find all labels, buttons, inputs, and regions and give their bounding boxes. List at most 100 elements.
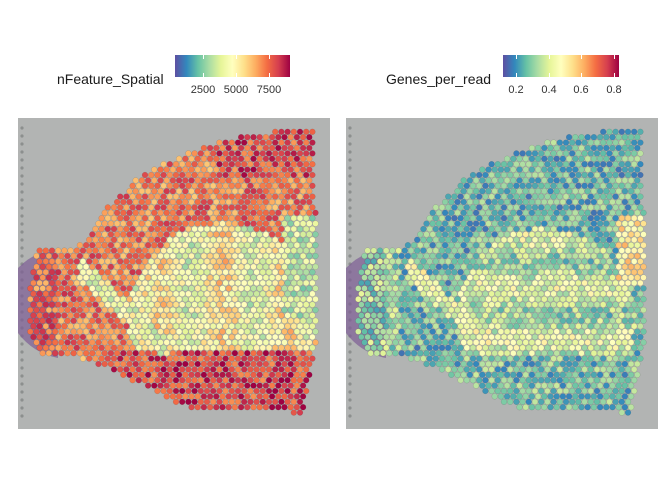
- spot: [590, 274, 597, 281]
- spot: [637, 258, 644, 265]
- spot: [70, 296, 77, 303]
- spot: [287, 252, 294, 260]
- spot: [423, 360, 430, 368]
- spot: [507, 258, 514, 265]
- spot: [250, 209, 257, 216]
- spot: [104, 323, 111, 330]
- spot: [404, 328, 411, 335]
- spot: [562, 204, 570, 211]
- spot: [500, 258, 508, 265]
- spot: [553, 263, 560, 270]
- spot: [275, 188, 282, 195]
- spot: [228, 215, 235, 222]
- spot: [358, 323, 365, 330]
- spot: [30, 290, 37, 297]
- spot: [222, 236, 229, 243]
- spot: [306, 328, 313, 335]
- spot: [628, 393, 635, 400]
- spot: [494, 344, 501, 351]
- spot: [358, 301, 365, 308]
- spot: [213, 231, 220, 238]
- spot: [303, 269, 310, 276]
- spot: [621, 382, 628, 389]
- spot: [460, 317, 467, 324]
- spot: [438, 236, 446, 243]
- spot: [110, 215, 118, 222]
- spot: [634, 371, 641, 378]
- spot: [169, 263, 176, 270]
- spot: [281, 339, 288, 346]
- spot: [612, 236, 619, 243]
- spot: [306, 371, 313, 378]
- spot: [45, 263, 52, 270]
- spot: [278, 215, 285, 222]
- spot: [265, 258, 273, 265]
- spot: [634, 360, 641, 368]
- spot: [253, 215, 260, 222]
- spot: [479, 382, 486, 389]
- spot: [528, 360, 535, 368]
- spot: [612, 323, 619, 330]
- spot: [547, 404, 554, 411]
- spot: [216, 301, 223, 308]
- spot: [306, 209, 313, 216]
- spot: [247, 258, 254, 265]
- spot: [426, 355, 433, 362]
- spot: [445, 301, 452, 308]
- spot: [89, 252, 96, 260]
- spot: [578, 274, 585, 281]
- spot: [631, 150, 638, 157]
- colorbar-tick: [581, 73, 582, 77]
- spot: [284, 290, 291, 297]
- spot: [166, 182, 173, 189]
- spot: [575, 161, 582, 168]
- spot: [275, 242, 282, 249]
- spot: [593, 387, 601, 395]
- spot: [64, 285, 71, 292]
- spot: [457, 247, 464, 254]
- spot: [528, 328, 535, 335]
- spot: [597, 339, 604, 346]
- spot: [213, 242, 220, 249]
- spot: [241, 366, 248, 373]
- spot: [575, 204, 582, 211]
- spot: [398, 274, 405, 281]
- spot: [581, 290, 588, 297]
- spot: [138, 263, 145, 270]
- spot: [169, 177, 176, 184]
- spot: [61, 258, 68, 265]
- spot: [504, 317, 511, 324]
- spot: [219, 285, 226, 292]
- spot: [587, 377, 594, 384]
- spot: [70, 328, 77, 335]
- spot: [364, 301, 371, 308]
- spot: [615, 209, 622, 216]
- spot: [247, 225, 254, 233]
- spot: [219, 209, 226, 216]
- spot: [70, 252, 77, 260]
- spatial-spots: [355, 128, 647, 416]
- spot: [269, 144, 276, 152]
- spot: [238, 220, 245, 227]
- spot: [123, 333, 130, 341]
- spot: [566, 404, 573, 411]
- spot: [463, 333, 470, 341]
- spot: [154, 225, 161, 233]
- spot: [417, 231, 424, 238]
- spot: [101, 252, 108, 260]
- spot: [513, 161, 520, 168]
- spot: [225, 404, 232, 411]
- spot: [163, 371, 170, 378]
- spot: [507, 290, 514, 297]
- spot: [110, 258, 118, 265]
- spot: [411, 306, 418, 314]
- spot: [606, 398, 613, 405]
- spot: [544, 387, 551, 395]
- spot: [148, 258, 155, 265]
- spot: [572, 317, 579, 324]
- spot: [414, 355, 421, 362]
- spot: [148, 333, 155, 341]
- spot: [535, 155, 542, 162]
- spot: [600, 269, 607, 276]
- spot: [154, 279, 161, 287]
